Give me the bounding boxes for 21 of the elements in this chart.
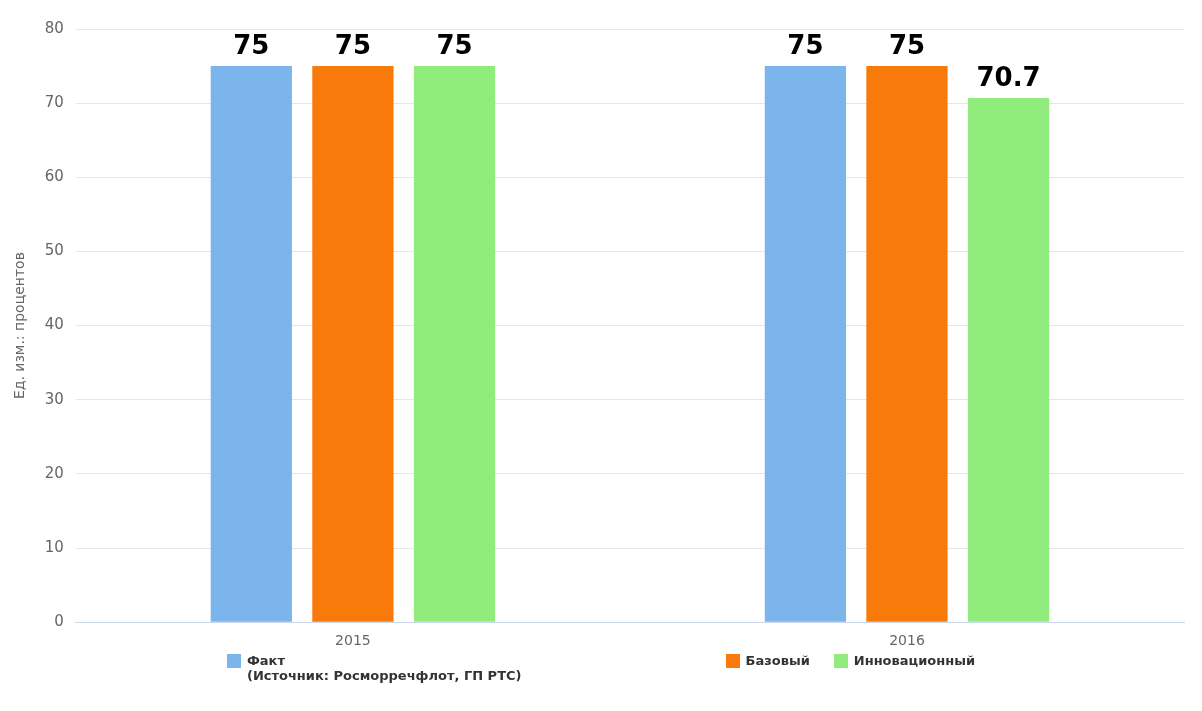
y-tick-label: 50 bbox=[44, 241, 64, 260]
y-tick-label: 80 bbox=[44, 18, 64, 37]
x-tick-label: 2016 bbox=[889, 632, 925, 649]
x-tick-label: 2015 bbox=[335, 632, 371, 649]
y-tick-label: 10 bbox=[44, 537, 64, 556]
y-tick-label: 40 bbox=[44, 315, 64, 334]
data-label: 75 bbox=[787, 29, 824, 60]
y-axis-title: Ед. изм.: процентов bbox=[11, 252, 28, 400]
legend-label: Факт (Источник: Росморречфлот, ГП РТС) bbox=[246, 653, 522, 683]
y-tick-label: 20 bbox=[44, 463, 64, 482]
y-tick-label: 30 bbox=[44, 389, 64, 408]
data-label: 75 bbox=[233, 29, 270, 60]
legend-label: Базовый bbox=[745, 653, 810, 668]
y-tick-label: 0 bbox=[54, 612, 64, 631]
data-label: 75 bbox=[888, 29, 926, 60]
legend-label: Инновационный bbox=[853, 653, 976, 668]
data-label: 70.7 bbox=[976, 61, 1041, 92]
data-label: 75 bbox=[334, 29, 372, 60]
y-tick-label: 60 bbox=[44, 167, 64, 186]
y-tick-label: 70 bbox=[44, 93, 64, 112]
data-label: 75 bbox=[436, 29, 473, 60]
